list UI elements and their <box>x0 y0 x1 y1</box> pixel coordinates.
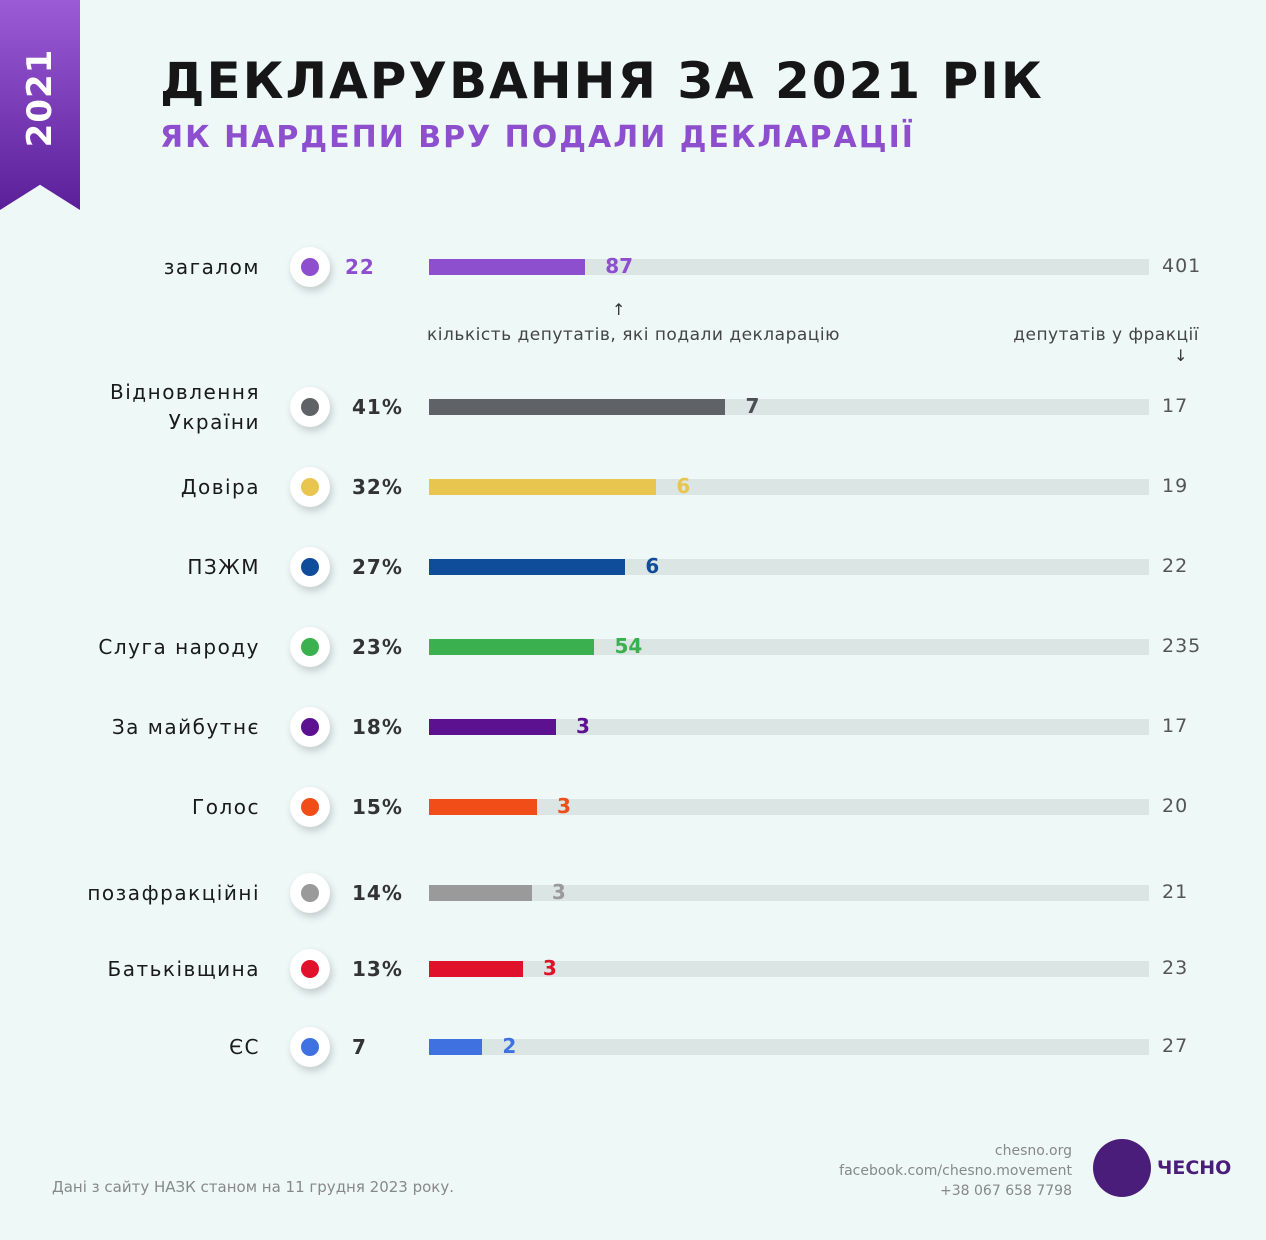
icon-dot <box>301 638 319 656</box>
party-icon <box>290 467 330 507</box>
icon-dot <box>301 1038 319 1056</box>
total-label: 401 <box>1162 255 1202 277</box>
bar-track <box>429 259 1149 275</box>
share-label: 23% <box>352 635 403 659</box>
category-label: За майбутнє <box>111 715 260 739</box>
bar <box>429 799 537 815</box>
bar-track <box>429 1039 1149 1055</box>
title: ДЕКЛАРУВАННЯ ЗА 2021 РІК <box>160 52 1044 110</box>
party-icon <box>290 707 330 747</box>
icon-dot <box>301 798 319 816</box>
party-icon <box>290 949 330 989</box>
share-label: 14% <box>352 881 403 905</box>
bar <box>429 559 626 575</box>
total-label: 235 <box>1162 635 1202 657</box>
icon-dot <box>301 398 319 416</box>
value-label: 3 <box>557 794 571 818</box>
category-label: ЄС <box>229 1035 260 1059</box>
value-label: 54 <box>614 634 643 658</box>
total-label: 21 <box>1162 881 1189 903</box>
bar <box>429 1039 483 1055</box>
bar-track <box>429 799 1149 815</box>
icon-dot <box>301 258 319 276</box>
arrow-up: ↑ <box>612 300 626 319</box>
subtitle: ЯК НАРДЕПИ ВРУ ПОДАЛИ ДЕКЛАРАЦІЇ <box>160 120 915 155</box>
total-label: 17 <box>1162 395 1189 417</box>
bar <box>429 719 557 735</box>
total-label: 22 <box>1162 555 1189 577</box>
bar-track <box>429 719 1149 735</box>
value-label: 3 <box>576 714 590 738</box>
bar-track <box>429 639 1149 655</box>
badge-text: 2021 <box>20 48 60 148</box>
year-badge: 2021 <box>0 0 80 210</box>
category-label: Слуга народу <box>98 635 260 659</box>
party-icon <box>290 627 330 667</box>
share-label: 13% <box>352 957 403 981</box>
value-label: 2 <box>502 1034 517 1058</box>
contact: chesno.org <box>994 1143 1072 1159</box>
bar-track <box>429 399 1149 415</box>
total-label: 23 <box>1162 957 1189 979</box>
arrow-down: ↓ <box>1174 346 1188 365</box>
total-label: 17 <box>1162 715 1189 737</box>
value-label: 87 <box>605 254 634 278</box>
category-label: Батьківщина <box>107 957 260 981</box>
logo-mark <box>1093 1139 1151 1197</box>
bar <box>429 639 595 655</box>
annotation: депутатів у фракції <box>1013 325 1199 345</box>
icon-dot <box>301 718 319 736</box>
share-label: 22 <box>345 255 375 279</box>
value-label: 3 <box>551 880 566 904</box>
annotation: кількість депутатів, які подали декларац… <box>427 325 840 345</box>
category-label: Голос <box>192 795 260 819</box>
bar <box>429 961 523 977</box>
contacts: chesno.org facebook.com/chesno.movement +3… <box>839 1141 1072 1201</box>
category-label: загалом <box>163 255 260 279</box>
party-icon <box>290 547 330 587</box>
value-label: 6 <box>645 554 660 578</box>
share-label: 41% <box>352 395 403 419</box>
bar <box>429 399 726 415</box>
party-icon <box>290 873 330 913</box>
icon-dot <box>301 558 319 576</box>
share-label: 32% <box>352 475 403 499</box>
icon-dot <box>301 884 319 902</box>
category-label: Відновлення України <box>110 380 260 434</box>
party-icon <box>290 787 330 827</box>
total-label: 20 <box>1162 795 1189 817</box>
value-label: 3 <box>542 956 557 980</box>
party-icon <box>290 387 330 427</box>
bar-track <box>429 961 1149 977</box>
total-label: 27 <box>1162 1035 1189 1057</box>
value-label: 7 <box>745 394 760 418</box>
icon-dot <box>301 478 319 496</box>
icon-dot <box>301 960 319 978</box>
category-label: Довіра <box>180 475 260 499</box>
source: Дані з сайту НАЗК станом на 11 грудня 20… <box>52 1178 455 1196</box>
bar <box>429 479 657 495</box>
contact: +38 067 658 7798 <box>940 1183 1072 1199</box>
bar-track <box>429 479 1149 495</box>
party-icon <box>290 247 330 287</box>
total-label: 19 <box>1162 475 1189 497</box>
logo-text: ЧЕСНО <box>1157 1157 1232 1179</box>
category-label: позафракційні <box>87 881 260 905</box>
contact: facebook.com/chesno.movement <box>839 1163 1072 1179</box>
share-label: 18% <box>352 715 403 739</box>
bar-track <box>429 885 1149 901</box>
share-label: 7 <box>352 1035 367 1059</box>
party-icon <box>290 1027 330 1067</box>
bar <box>429 885 532 901</box>
bar <box>429 259 586 275</box>
category-label: ПЗЖМ <box>187 555 260 579</box>
share-label: 15% <box>352 795 403 819</box>
share-label: 27% <box>352 555 403 579</box>
bar-track <box>429 559 1149 575</box>
value-label: 6 <box>676 474 691 498</box>
